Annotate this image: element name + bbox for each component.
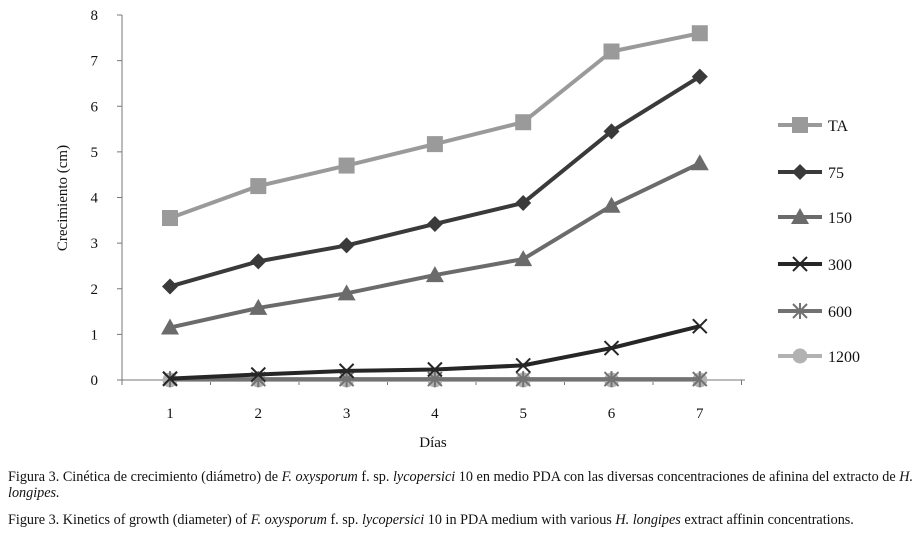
y-tick-label: 5 — [91, 145, 99, 161]
data-point-300 — [338, 363, 355, 379]
data-point-150 — [337, 284, 356, 301]
legend-label-1200: 1200 — [828, 349, 860, 366]
data-point-75 — [338, 237, 355, 254]
legend-marker-75 — [792, 164, 808, 180]
data-point-75 — [426, 215, 443, 232]
legend-label-300: 300 — [828, 257, 852, 274]
y-tick-label: 0 — [91, 373, 99, 389]
caption-en-forma: lycopersici — [361, 512, 425, 528]
data-point-ta — [691, 25, 708, 42]
growth-chart: 0 1 2 3 4 5 6 7 8 1 2 3 4 5 6 7 Días Crecimiento (cm) TA 75… — [55, 8, 860, 451]
y-tick-label: 1 — [91, 327, 99, 343]
y-axis-title: Crecimiento (cm) — [55, 145, 71, 251]
data-point-150 — [690, 154, 709, 171]
data-point-150 — [249, 298, 268, 315]
data-point-ta — [338, 157, 355, 174]
caption-en-mid1: f. sp. — [326, 512, 362, 528]
data-point-300 — [603, 340, 620, 356]
caption-es-plant: H. longipes. — [8, 469, 913, 501]
data-point-ta — [250, 178, 267, 195]
caption-es-mid1: f. sp. — [357, 469, 393, 485]
legend-marker-150 — [791, 208, 809, 224]
data-point-ta — [515, 114, 532, 131]
caption-en-suffix: extract affinin concentrations. — [680, 512, 854, 528]
data-point-300 — [250, 366, 267, 383]
x-tick-label: 7 — [696, 406, 704, 422]
y-tick-label: 6 — [91, 99, 99, 115]
y-tick-label: 7 — [91, 54, 99, 70]
series-line-75 — [169, 74, 701, 289]
data-point-300 — [427, 361, 443, 378]
data-point-300 — [162, 370, 178, 387]
data-point-300 — [692, 318, 708, 334]
data-point-ta — [426, 136, 443, 153]
caption-en-plant: H. longipes — [615, 512, 681, 528]
x-axis-title: Días — [419, 435, 447, 451]
caption-en-mid2: 10 in PDA medium with various — [424, 512, 616, 528]
legend-label-75: 75 — [828, 165, 844, 182]
y-tick-label: 2 — [91, 282, 99, 298]
x-tick-label: 5 — [519, 406, 527, 422]
data-point-150 — [425, 266, 444, 283]
legend-label-600: 600 — [828, 304, 852, 321]
legend-marker-600 — [792, 303, 808, 319]
caption-es-forma: lycopersici — [392, 469, 456, 485]
x-tick-label: 6 — [608, 406, 616, 422]
data-point-75 — [250, 253, 267, 270]
x-tick-label: 1 — [166, 406, 174, 422]
data-point-150 — [514, 250, 533, 267]
caption-es-prefix: Figura 3. Cinética de crecimiento (diáme… — [8, 469, 282, 485]
figure-caption-spanish: Figura 3. Cinética de crecimiento (diáme… — [8, 469, 913, 501]
data-point-ta — [603, 43, 620, 60]
x-tick-label: 4 — [431, 406, 439, 422]
data-point-150 — [161, 318, 179, 335]
data-point-300 — [515, 357, 531, 374]
data-point-75 — [603, 123, 620, 140]
data-point-600 — [515, 371, 531, 388]
figure-caption-english: Figure 3. Kinetics of growth (diameter) … — [8, 512, 913, 528]
caption-es-mid2: 10 en medio PDA con las diversas concent… — [455, 469, 900, 485]
x-tick-label: 3 — [343, 406, 351, 422]
data-point-600 — [603, 371, 620, 388]
data-point-75 — [515, 194, 532, 211]
y-tick-label: 3 — [91, 236, 99, 252]
legend-marker-ta — [792, 117, 808, 133]
y-tick-label: 8 — [91, 8, 99, 24]
data-point-75 — [691, 68, 708, 85]
legend-marker-1200 — [792, 348, 808, 364]
data-point-ta — [162, 210, 178, 227]
legend-label-150: 150 — [828, 210, 852, 227]
x-tick-label: 2 — [255, 406, 263, 422]
data-point-600 — [692, 371, 708, 388]
caption-es-species: F. oxysporum — [281, 469, 358, 485]
legend-label-ta: TA — [828, 118, 848, 135]
caption-en-prefix: Figure 3. Kinetics of growth (diameter) … — [8, 512, 251, 528]
chart-canvas: 0 1 2 3 4 5 6 7 8 1 2 3 4 5 6 7 Días Crecimiento (cm) TA 75… — [55, 8, 860, 451]
data-point-150 — [602, 196, 621, 213]
data-point-75 — [162, 278, 178, 295]
y-tick-label: 4 — [91, 191, 99, 207]
caption-en-species: F. oxysporum — [250, 512, 327, 528]
legend-marker-300 — [792, 256, 808, 272]
